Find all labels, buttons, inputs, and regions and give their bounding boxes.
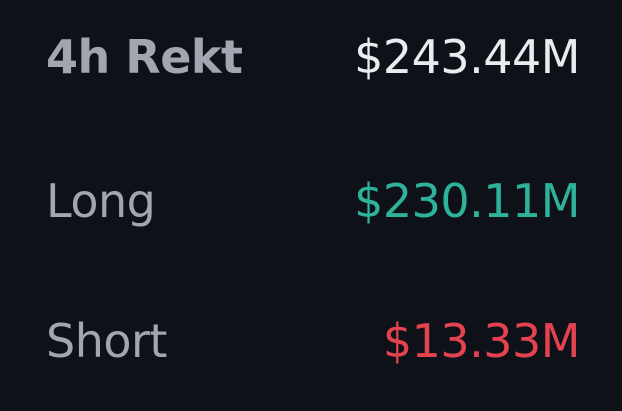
total-row: 4h Rekt $243.44M (46, 30, 580, 84)
long-row: Long $230.11M (46, 174, 580, 228)
short-value: $13.33M (382, 314, 581, 368)
short-label: Short (46, 314, 167, 368)
total-value: $243.44M (354, 30, 580, 84)
period-title: 4h Rekt (46, 30, 243, 84)
long-value: $230.11M (354, 174, 580, 228)
short-row: Short $13.33M (46, 314, 581, 368)
long-label: Long (46, 174, 156, 228)
